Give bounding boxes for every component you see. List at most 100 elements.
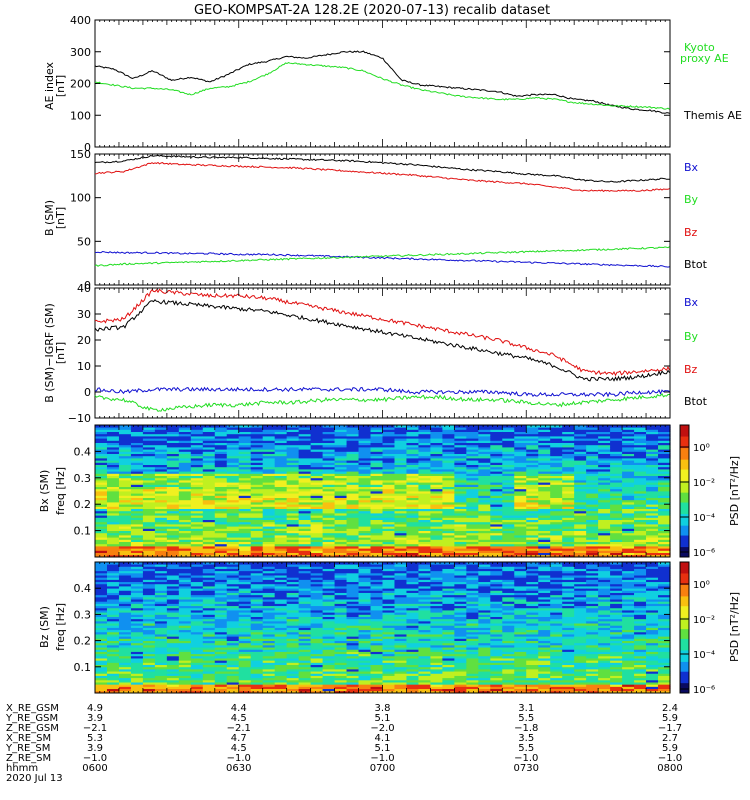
psd-cell (286, 499, 300, 503)
psd-cell (370, 634, 384, 637)
psd-cell (478, 440, 491, 443)
psd-cell (502, 541, 515, 545)
psd-cell (346, 548, 360, 551)
psd-cell (334, 679, 348, 683)
psd-cell (538, 497, 551, 501)
psd-cell (322, 614, 336, 617)
psd-cell (226, 447, 240, 450)
psd-cell (526, 488, 539, 492)
psd-cell (346, 438, 360, 441)
psd-cell (202, 671, 216, 674)
psd-cell (106, 662, 120, 666)
psd-cell (310, 671, 324, 674)
psd-cell (214, 495, 228, 498)
psd-cell (286, 594, 300, 598)
psd-cell (130, 473, 144, 476)
psd-cell (202, 686, 216, 690)
psd-cell (250, 475, 264, 479)
psd-cell (562, 548, 575, 551)
psd-cell (646, 537, 659, 540)
psd-cell (166, 658, 180, 661)
psd-cell (262, 550, 276, 553)
psd-cell (490, 546, 503, 549)
psd-cell (322, 640, 336, 644)
psd-cell (322, 690, 336, 694)
psd-cell (130, 562, 144, 565)
psd-cell (154, 653, 168, 657)
psd-cell (514, 425, 527, 428)
psd-cell (142, 662, 156, 666)
psd-cell (454, 577, 467, 580)
psd-cell (286, 603, 300, 607)
psd-cell (334, 532, 348, 536)
psd-cell (430, 453, 443, 457)
psd-cell (202, 644, 216, 648)
psd-cell (322, 605, 336, 609)
psd-cell (130, 475, 144, 479)
psd-cell (358, 586, 372, 589)
psd-cell (658, 495, 671, 498)
psd-cell (154, 444, 168, 448)
psd-cell (118, 519, 132, 523)
psd-cell (634, 427, 647, 430)
psd-cell (154, 486, 168, 490)
psd-cell (95, 610, 108, 613)
psd-cell (298, 581, 312, 585)
psd-cell (478, 431, 491, 435)
psd-cell (346, 651, 360, 655)
psd-cell (274, 671, 288, 674)
psd-cell (454, 460, 467, 463)
psd-cell (454, 440, 467, 443)
psd-cell (274, 493, 288, 496)
psd-cell (238, 515, 252, 518)
psd-cell (490, 431, 503, 435)
psd-cell (142, 686, 156, 690)
psd-cell (130, 568, 144, 572)
psd-cell (178, 562, 192, 565)
colorbar-step (680, 492, 689, 495)
psd-cell (154, 640, 168, 644)
psd-cell (106, 513, 120, 516)
colorbar-step (680, 456, 689, 459)
psd-cell (142, 469, 156, 472)
colorbar-step (680, 491, 689, 494)
psd-cell (166, 572, 180, 576)
psd-cell (358, 475, 372, 479)
psd-cell (95, 686, 108, 690)
psd-cell (310, 677, 324, 681)
psd-cell (622, 506, 635, 509)
psd-cell (226, 653, 240, 657)
psd-cell (130, 649, 144, 652)
psd-cell (238, 524, 252, 527)
psd-cell (190, 473, 204, 476)
psd-cell (250, 469, 264, 472)
psd-cell (622, 429, 635, 432)
psd-cell (394, 447, 408, 450)
psd-cell (454, 431, 467, 435)
psd-cell (466, 566, 479, 569)
psd-cell (430, 671, 443, 674)
psd-cell (586, 535, 599, 538)
psd-cell (478, 488, 491, 492)
psd-cell (154, 473, 168, 476)
psd-cell (346, 513, 360, 516)
psd-cell (346, 480, 360, 483)
bz-psd-cells (95, 562, 671, 694)
psd-cell (370, 575, 384, 578)
psd-cell (574, 554, 587, 558)
psd-cell (394, 539, 408, 542)
psd-cell (106, 451, 120, 454)
psd-cell (634, 466, 647, 470)
psd-cell (262, 528, 276, 531)
psd-cell (502, 530, 515, 534)
psd-cell (358, 644, 372, 648)
psd-cell (346, 464, 360, 468)
psd-cell (202, 575, 216, 578)
psd-cell (466, 564, 479, 567)
psd-cell (226, 460, 240, 463)
psd-cell (214, 532, 228, 536)
psd-cell (586, 508, 599, 512)
psd-cell (346, 541, 360, 545)
psd-cell (250, 603, 264, 607)
psd-cell (178, 686, 192, 690)
